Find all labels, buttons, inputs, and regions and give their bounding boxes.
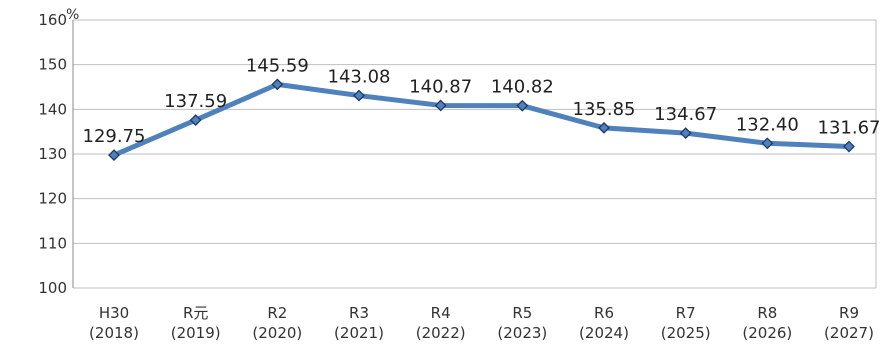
x-tick-label-year: (2025) bbox=[661, 324, 711, 342]
data-point-marker bbox=[271, 78, 284, 91]
y-tick-label-160: 160 bbox=[38, 11, 67, 29]
x-tick-label-era: R7 bbox=[676, 304, 696, 322]
x-tick-label-era: R2 bbox=[267, 304, 287, 322]
x-tick-label-era: R5 bbox=[512, 304, 532, 322]
data-point-marker bbox=[761, 137, 774, 150]
x-tick-label-year: (2020) bbox=[252, 324, 302, 342]
data-point-marker bbox=[353, 89, 365, 102]
data-label: 143.08 bbox=[328, 67, 391, 88]
data-point-marker bbox=[843, 140, 855, 153]
data-label: 132.40 bbox=[736, 114, 799, 135]
x-tick-label-era: R9 bbox=[839, 304, 859, 322]
y-tick-label-110: 110 bbox=[38, 234, 67, 252]
data-label: 140.82 bbox=[491, 77, 554, 98]
x-tick-label-era: R8 bbox=[757, 304, 777, 322]
y-axis-unit: % bbox=[66, 7, 79, 23]
x-tick-label-year: (2022) bbox=[416, 324, 466, 342]
data-point-marker bbox=[434, 99, 447, 112]
data-label: 140.87 bbox=[409, 76, 472, 97]
data-label: 131.67 bbox=[818, 118, 881, 139]
x-tick-label-era: H30 bbox=[99, 304, 129, 322]
grid-lines bbox=[72, 19, 877, 289]
data-point-marker bbox=[679, 127, 692, 140]
data-label: 129.75 bbox=[83, 126, 146, 147]
x-axis-ticks: H30 (2018) R元 (2019) R2 (2020) R3 (2021) R4 (2022… bbox=[89, 304, 874, 342]
x-tick-label-year: (2019) bbox=[171, 324, 221, 342]
x-tick-label-year: (2018) bbox=[89, 324, 139, 342]
x-tick-label-era: R元 bbox=[183, 304, 208, 322]
data-labels: 129.75 137.59 145.59 143.08 140.87 140.82 135.… bbox=[83, 55, 881, 147]
x-tick-label-era: R4 bbox=[431, 304, 451, 322]
data-label: 135.85 bbox=[573, 99, 636, 120]
y-tick-label-120: 120 bbox=[38, 190, 67, 208]
y-tick-label-100: 100 bbox=[38, 279, 67, 297]
x-tick-label-year: (2027) bbox=[824, 324, 874, 342]
y-tick-label-140: 140 bbox=[38, 100, 67, 118]
data-point-marker bbox=[598, 121, 610, 134]
data-point-marker bbox=[108, 149, 120, 162]
x-tick-label-year: (2021) bbox=[334, 324, 384, 342]
y-tick-label-150: 150 bbox=[38, 56, 67, 74]
y-tick-label-130: 130 bbox=[38, 145, 67, 163]
x-tick-label-era: R3 bbox=[349, 304, 369, 322]
series-line bbox=[111, 81, 852, 158]
data-point-marker bbox=[189, 114, 202, 127]
x-tick-label-year: (2023) bbox=[497, 324, 547, 342]
x-tick-label-era: R6 bbox=[594, 304, 614, 322]
x-tick-label-year: (2024) bbox=[579, 324, 629, 342]
y-axis-ticks: 100 110 120 130 140 150 160 bbox=[38, 11, 67, 297]
data-label: 145.59 bbox=[246, 55, 309, 76]
data-label: 134.67 bbox=[654, 104, 717, 125]
x-tick-label-year: (2026) bbox=[742, 324, 792, 342]
data-label: 137.59 bbox=[164, 91, 227, 112]
data-point-marker bbox=[516, 99, 529, 112]
series-line-group bbox=[108, 78, 855, 162]
